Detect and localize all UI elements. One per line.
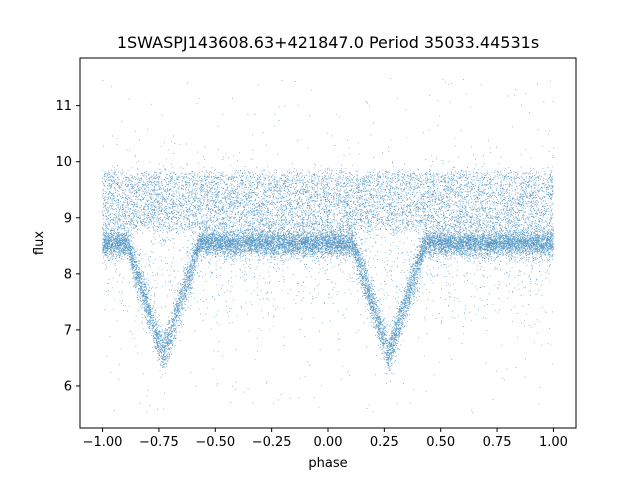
y-tick-label: 6 xyxy=(64,379,72,394)
y-axis-label: flux xyxy=(32,231,47,255)
x-tick-label: −0.75 xyxy=(139,435,179,450)
data-points xyxy=(102,78,554,414)
y-tick-label: 7 xyxy=(64,323,72,338)
x-tick-label: 1.00 xyxy=(539,435,568,450)
y-tick-label: 11 xyxy=(55,99,72,114)
x-axis-label: phase xyxy=(308,456,347,471)
x-tick-label: 0.50 xyxy=(426,435,455,450)
x-tick-label: 0.75 xyxy=(483,435,512,450)
y-tick-label: 8 xyxy=(64,267,72,282)
y-tick-label: 10 xyxy=(55,155,72,170)
chart-title: 1SWASPJ143608.63+421847.0 Period 35033.4… xyxy=(117,33,539,52)
x-tick-label: 0.00 xyxy=(314,435,343,450)
x-tick-label: 0.25 xyxy=(370,435,399,450)
x-tick-label: −1.00 xyxy=(83,435,123,450)
y-axis: 6 7 8 9 10 11 xyxy=(55,99,80,394)
x-tick-label: −0.25 xyxy=(252,435,292,450)
x-axis: −1.00 −0.75 −0.50 −0.25 0.00 0.25 0.50 0.75 1.00 xyxy=(83,428,568,450)
y-tick-label: 9 xyxy=(64,211,72,226)
x-tick-label: −0.50 xyxy=(195,435,235,450)
